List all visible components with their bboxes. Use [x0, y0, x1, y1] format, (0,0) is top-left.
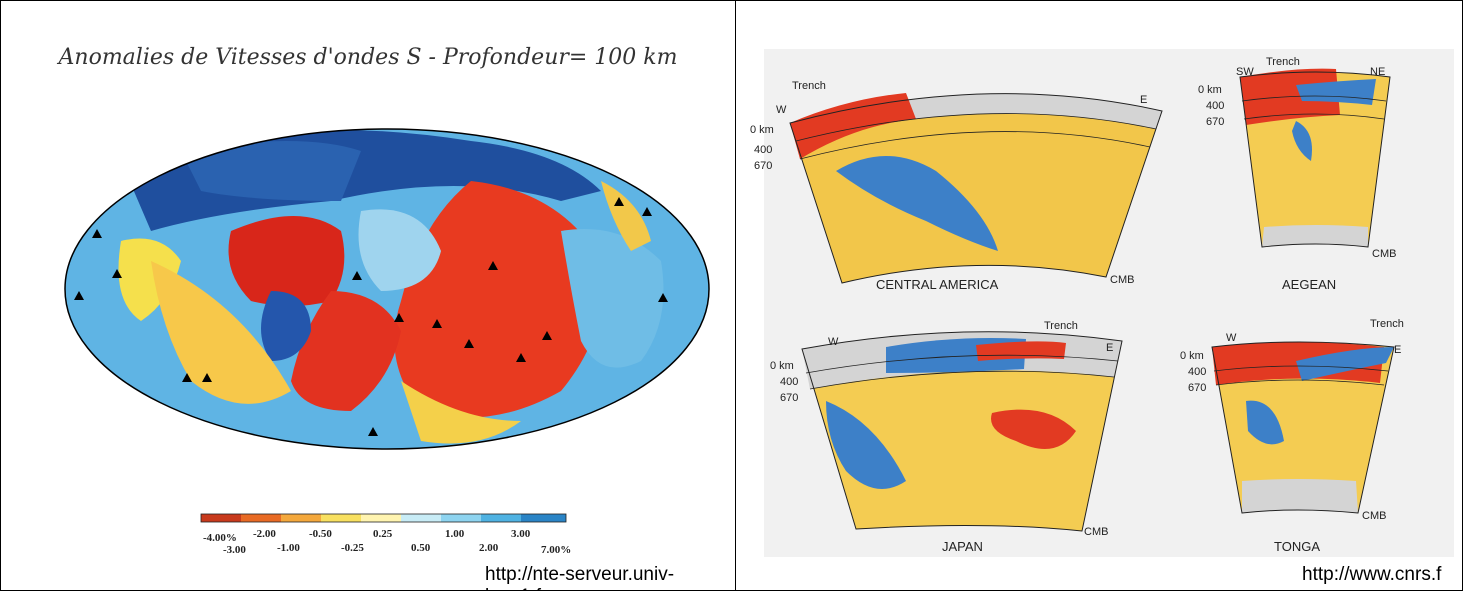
legend-bottom-labels: -3.00 -1.00 -0.25 0.50 2.00 7.00% — [223, 542, 571, 556]
right-dir-label: NE — [1370, 66, 1385, 78]
legend-label: -3.00 — [223, 544, 246, 556]
trench-label: Trench — [1266, 56, 1300, 68]
depth-label: 0 km — [750, 124, 774, 136]
section-tonga: Trench W E 0 km 400 670 CMB TONGA — [1180, 318, 1404, 554]
section-japan: Trench W E 0 km 400 670 CMB JAPAN — [770, 320, 1123, 554]
depth-label: 400 — [780, 376, 798, 388]
cmb-label: CMB — [1110, 274, 1134, 286]
cross-sections-figure: Trench W E 0 km 400 670 CMB CENTRAL AMER… — [750, 49, 1454, 557]
color-scale — [200, 513, 567, 523]
panel-divider — [735, 0, 736, 591]
legend-label: 3.00 — [511, 528, 531, 540]
trench-label: Trench — [1370, 318, 1404, 330]
right-dir-label: E — [1106, 342, 1113, 354]
legend-label: 2.00 — [479, 542, 499, 554]
left-panel: Anomalies de Vitesses d'ondes S - Profon… — [1, 1, 735, 590]
depth-label: 670 — [780, 392, 798, 404]
depth-label: 0 km — [770, 360, 794, 372]
right-panel: Trench W E 0 km 400 670 CMB CENTRAL AMER… — [736, 1, 1462, 590]
legend-label: -0.50 — [309, 528, 332, 540]
legend-label: 0.50 — [411, 542, 431, 554]
right-credit: http://www.cnrs.f — [1302, 564, 1442, 585]
legend-label: -1.00 — [277, 542, 300, 554]
section-title: JAPAN — [942, 539, 983, 554]
left-dir-label: W — [828, 336, 839, 348]
legend-label: 0.25 — [373, 528, 393, 540]
right-dir-label: E — [1394, 344, 1401, 356]
legend-label: 1.00 — [445, 528, 465, 540]
depth-label: 670 — [1206, 116, 1224, 128]
map-outline — [64, 128, 710, 450]
legend-label: -2.00 — [253, 528, 276, 540]
section-title: CENTRAL AMERICA — [876, 277, 999, 292]
legend-label: 7.00% — [541, 544, 571, 556]
legend-label: -4.00% — [203, 532, 237, 544]
section-central-america: Trench W E 0 km 400 670 CMB CENTRAL AMER… — [750, 80, 1163, 292]
depth-label: 400 — [1206, 100, 1224, 112]
legend-top-labels: -4.00% -2.00 -0.50 0.25 1.00 3.00 — [203, 528, 531, 544]
cmb-label: CMB — [1362, 510, 1386, 522]
section-title: TONGA — [1274, 539, 1320, 554]
section-title: AEGEAN — [1282, 277, 1336, 292]
cmb-label: CMB — [1372, 248, 1396, 260]
depth-label: 0 km — [1180, 350, 1204, 362]
legend-label: -0.25 — [341, 542, 364, 554]
depth-label: 400 — [1188, 366, 1206, 378]
left-dir-label: W — [1226, 332, 1237, 344]
depth-label: 0 km — [1198, 84, 1222, 96]
left-credit: http://nte-serveur.univ-lyon1.fr — [485, 564, 675, 590]
anomaly-map — [65, 129, 709, 449]
trench-label: Trench — [792, 80, 826, 92]
world-map-figure: -4.00% -2.00 -0.50 0.25 1.00 3.00 -3.00 … — [64, 128, 710, 556]
depth-label: 400 — [754, 144, 772, 156]
hotspot-markers — [74, 197, 668, 436]
depth-label: 670 — [1188, 382, 1206, 394]
map-title: Anomalies de Vitesses d'ondes S - Profon… — [58, 45, 678, 70]
left-dir-label: SW — [1236, 66, 1254, 78]
trench-label: Trench — [1044, 320, 1078, 332]
right-dir-label: E — [1140, 94, 1147, 106]
section-aegean: Trench SW NE 0 km 400 670 CMB AEGEAN — [1198, 56, 1396, 292]
left-dir-label: W — [776, 104, 787, 116]
depth-label: 670 — [754, 160, 772, 172]
cmb-label: CMB — [1084, 526, 1108, 538]
